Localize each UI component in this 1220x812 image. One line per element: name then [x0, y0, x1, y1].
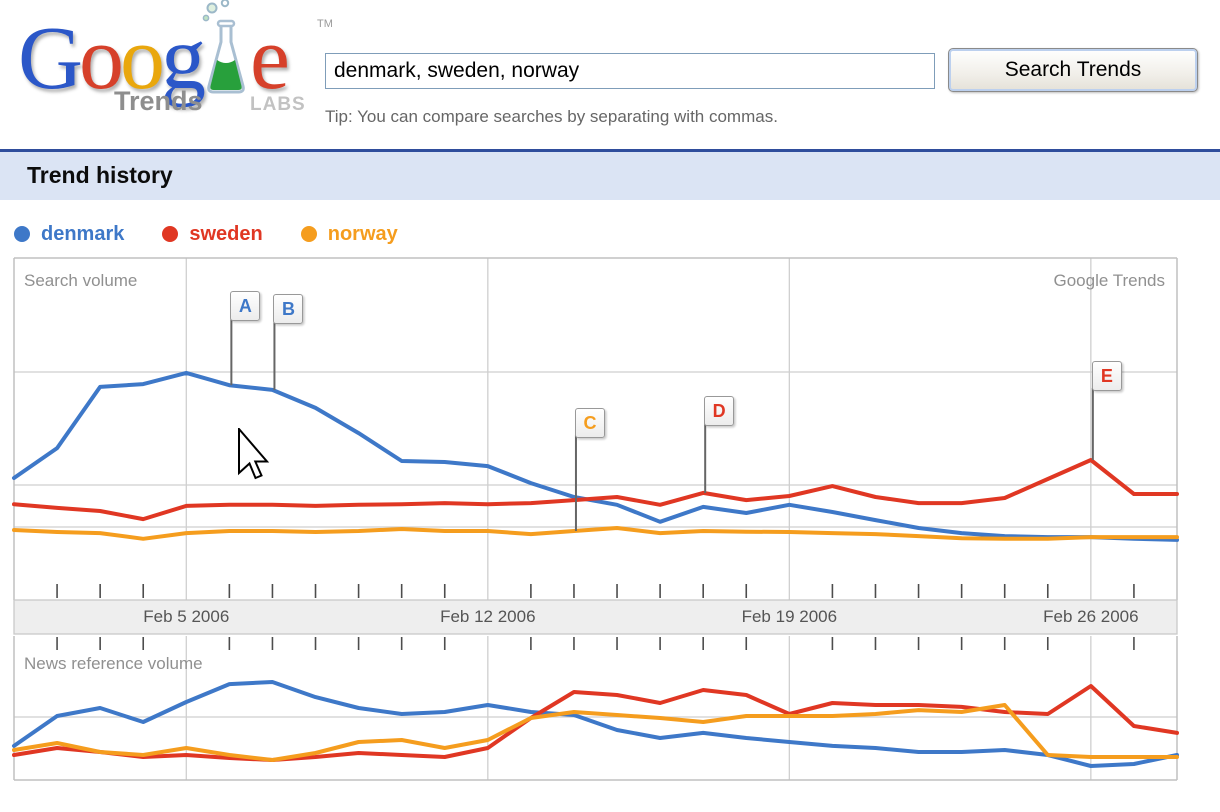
date-label: Feb 12 2006: [440, 607, 536, 626]
series-line-norway-news: [12, 703, 1179, 762]
logo-letter: o: [79, 9, 124, 108]
legend-item-norway: norway: [300, 222, 398, 246]
section-title: Trend history: [27, 162, 173, 188]
logo-letter: o: [120, 9, 165, 108]
series-line-sweden-search: [12, 458, 1179, 522]
logo-labs-label: LABS: [250, 94, 306, 115]
logo-letters: Goog: [18, 9, 206, 108]
search-volume-label: Search volume: [24, 271, 138, 290]
legend-dot-denmark: [14, 226, 30, 242]
legend-label: denmark: [41, 222, 125, 245]
logo-letter: G: [18, 9, 83, 108]
search-trends-button[interactable]: Search Trends: [948, 48, 1198, 92]
flag-marker-D[interactable]: D: [704, 396, 735, 426]
search-input[interactable]: [325, 53, 935, 89]
series-line-denmark-search: [12, 370, 1179, 542]
trademark-label: TM: [317, 18, 333, 30]
chart-legend: denmark sweden norway: [14, 219, 398, 249]
legend-label: sweden: [189, 222, 263, 245]
legend-item-denmark: denmark: [14, 223, 124, 246]
google-trends-watermark: Google Trends: [1053, 271, 1165, 290]
series-line-norway-search: [12, 526, 1179, 541]
mouse-cursor-icon: [238, 428, 270, 480]
date-label: Feb 5 2006: [143, 607, 230, 626]
logo-letters: e: [250, 9, 290, 108]
google-logo-word: Goog e: [18, 0, 290, 114]
legend-dot-sweden: [162, 226, 179, 242]
series-line-denmark-news: [12, 680, 1179, 768]
flask-icon: [202, 0, 245, 94]
logo-letter: g: [161, 9, 206, 108]
flag-marker-E[interactable]: E: [1091, 361, 1122, 391]
flag-marker-C[interactable]: C: [574, 408, 605, 438]
legend-item-sweden: sweden: [162, 222, 263, 246]
date-label: Feb 26 2006: [1043, 607, 1139, 626]
logo-letter: e: [250, 9, 290, 108]
google-trends-logo[interactable]: Goog e TM Trends LABS: [18, 0, 338, 132]
news-volume-label: News reference volume: [24, 654, 203, 673]
flag-marker-B[interactable]: B: [273, 294, 304, 324]
series-line-sweden-news: [12, 684, 1179, 762]
trend-history-bar: Trend history: [0, 149, 1220, 200]
flag-marker-A[interactable]: A: [230, 291, 261, 321]
legend-dot-norway: [300, 226, 317, 242]
date-label: Feb 19 2006: [741, 607, 838, 626]
search-tip: Tip: You can compare searches by separat…: [325, 107, 778, 126]
logo-trends-label: Trends: [114, 86, 203, 116]
legend-label: norway: [327, 222, 398, 245]
